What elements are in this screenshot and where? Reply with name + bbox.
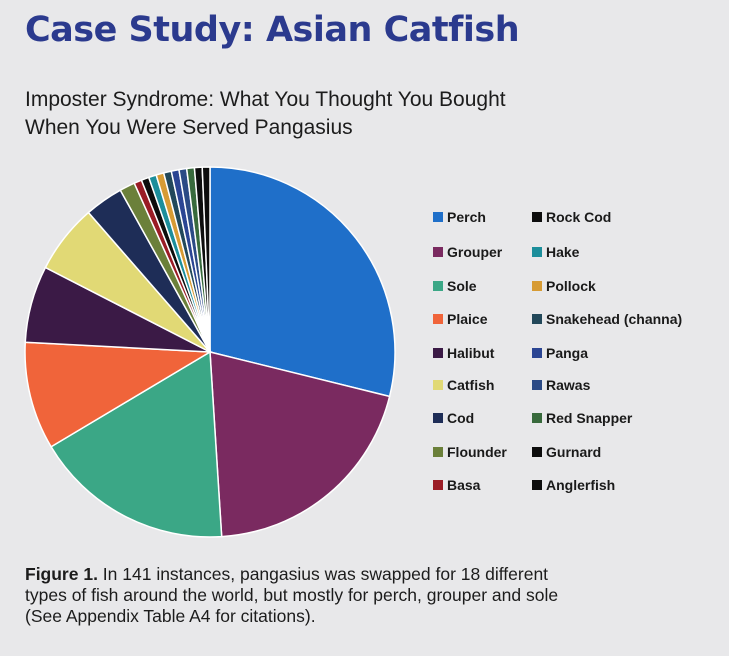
legend-swatch (433, 413, 443, 423)
legend-swatch (433, 480, 443, 490)
caption-line-3: (See Appendix Table A4 for citations). (25, 606, 316, 626)
legend-item-cod: Cod (433, 410, 474, 426)
legend-swatch (532, 314, 542, 324)
legend-item-anglerfish: Anglerfish (532, 477, 615, 493)
pie-slice-grouper (209, 351, 391, 538)
legend-item-flounder: Flounder (433, 444, 507, 460)
legend-label: Plaice (447, 311, 488, 327)
legend-label: Snakehead (channa) (546, 311, 683, 327)
legend-swatch (433, 348, 443, 358)
legend-swatch (433, 281, 443, 291)
subtitle-line-2: When You Were Served Pangasius (25, 116, 353, 139)
caption-label: Figure 1. (25, 564, 98, 584)
legend-label: Rock Cod (546, 209, 612, 225)
legend-item-plaice: Plaice (433, 311, 487, 327)
pie-slice-perch (209, 166, 396, 398)
legend-swatch (532, 247, 542, 257)
legend-swatch (433, 314, 443, 324)
legend-label: Red Snapper (546, 410, 633, 426)
legend-item-grouper: Grouper (433, 244, 502, 260)
legend-item-hake: Hake (532, 244, 579, 260)
chart-legend: Perch Grouper Sole Plaice Halibut Catfish Cod F… (433, 209, 723, 499)
legend-label: Grouper (447, 244, 503, 260)
pie-slice-anglerfish (201, 166, 211, 353)
legend-swatch (532, 480, 542, 490)
caption-text-1: In 141 instances, pangasius was swapped … (97, 564, 549, 584)
legend-label: Sole (447, 278, 477, 294)
legend-item-halibut: Halibut (433, 345, 494, 361)
legend-item-basa: Basa (433, 477, 480, 493)
legend-item-pollock: Pollock (532, 278, 596, 294)
legend-swatch (532, 348, 542, 358)
pie-chart (24, 166, 396, 538)
subtitle-line-1: Imposter Syndrome: What You Thought You … (25, 88, 506, 111)
legend-item-panga: Panga (532, 345, 588, 361)
legend-label: Anglerfish (546, 477, 616, 493)
legend-label: Catfish (447, 377, 495, 393)
pie-slice-plaice (24, 341, 213, 448)
legend-label: Cod (447, 410, 475, 426)
legend-item-rock-cod: Rock Cod (532, 209, 611, 225)
legend-item-red-snapper: Red Snapper (532, 410, 632, 426)
legend-swatch (433, 380, 443, 390)
legend-item-perch: Perch (433, 209, 486, 225)
legend-label: Gurnard (546, 444, 602, 460)
legend-label: Panga (546, 345, 589, 361)
pie-slice-sole (50, 350, 223, 538)
caption-line-1: Figure 1. In 141 instances, pangasius wa… (25, 564, 665, 585)
legend-item-gurnard: Gurnard (532, 444, 601, 460)
legend-label: Flounder (447, 444, 507, 460)
legend-item-catfish: Catfish (433, 377, 494, 393)
legend-swatch (433, 447, 443, 457)
legend-label: Pollock (546, 278, 596, 294)
chart-subtitle: Imposter Syndrome: What You Thought You … (25, 86, 625, 142)
legend-swatch (433, 212, 443, 222)
legend-item-rawas: Rawas (532, 377, 590, 393)
legend-swatch (532, 380, 542, 390)
legend-swatch (433, 247, 443, 257)
figure-caption: Figure 1. In 141 instances, pangasius wa… (25, 564, 665, 627)
caption-line-2: types of fish around the world, but most… (25, 585, 559, 605)
legend-label: Basa (447, 477, 481, 493)
legend-swatch (532, 212, 542, 222)
legend-swatch (532, 413, 542, 423)
legend-label: Halibut (447, 345, 495, 361)
legend-label: Perch (447, 209, 486, 225)
legend-item-snakehead-channa: Snakehead (channa) (532, 311, 682, 327)
legend-item-sole: Sole (433, 278, 477, 294)
legend-swatch (532, 281, 542, 291)
legend-swatch (532, 447, 542, 457)
legend-label: Rawas (546, 377, 591, 393)
legend-label: Hake (546, 244, 580, 260)
page-title: Case Study: Asian Catfish (25, 10, 520, 50)
